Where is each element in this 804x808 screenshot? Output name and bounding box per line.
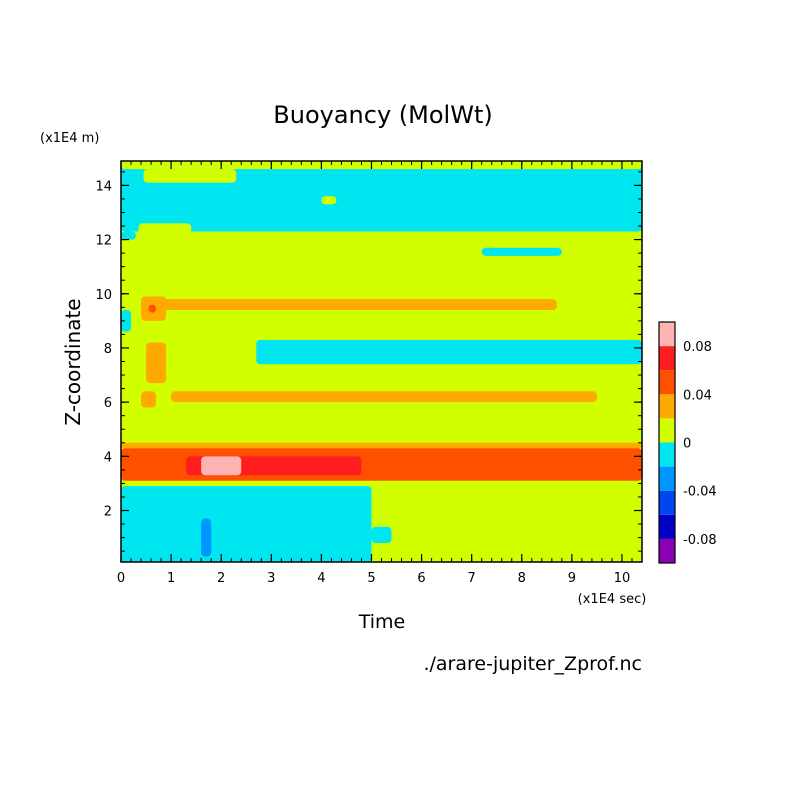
heatmap-band bbox=[481, 247, 562, 256]
heatmap-band bbox=[256, 339, 642, 365]
colorbar-swatch bbox=[659, 442, 675, 467]
x-tick-label: 1 bbox=[167, 571, 175, 586]
heatmap-band bbox=[201, 518, 212, 557]
x-tick-label: 9 bbox=[568, 571, 576, 586]
y-tick-label: 10 bbox=[95, 288, 112, 303]
colorbar-swatch bbox=[659, 490, 675, 515]
colorbar-swatch bbox=[659, 418, 675, 443]
y-tick-label: 14 bbox=[95, 179, 112, 194]
x-tick-label: 6 bbox=[417, 571, 425, 586]
x-axis-label: Time bbox=[358, 611, 406, 633]
colorbar-tick-label: 0.08 bbox=[683, 340, 712, 355]
heatmap-band bbox=[371, 526, 392, 544]
colorbar-swatch bbox=[659, 466, 675, 491]
y-tick-label: 12 bbox=[95, 234, 112, 249]
heatmap-band bbox=[201, 456, 242, 476]
heatmap-band bbox=[146, 342, 167, 384]
heatmap-band bbox=[151, 299, 557, 311]
x-axis: 0 1 2 3 4 5 6 7 8 9 10 bbox=[117, 161, 643, 586]
heatmap-band bbox=[121, 486, 372, 562]
heatmap-band bbox=[138, 223, 192, 240]
y-unit-label: (x1E4 m) bbox=[40, 131, 99, 146]
y-axis: 2 4 6 8 10 12 14 bbox=[95, 171, 642, 552]
colorbar-tick-label: -0.04 bbox=[683, 485, 717, 500]
colorbar-swatch bbox=[659, 322, 675, 347]
plot-area bbox=[120, 160, 643, 563]
y-tick-label: 6 bbox=[104, 396, 112, 411]
y-axis-label: Z-coordinate bbox=[61, 298, 85, 425]
colorbar: -0.08 -0.04 0 0.04 0.08 bbox=[658, 321, 717, 564]
heatmap-band bbox=[121, 161, 642, 232]
chart-title: Buoyancy (MolWt) bbox=[273, 101, 492, 129]
x-tick-label: 3 bbox=[267, 571, 275, 586]
x-tick-label: 4 bbox=[317, 571, 325, 586]
heatmap-band bbox=[121, 442, 642, 449]
colorbar-swatch bbox=[659, 370, 675, 395]
colorbar-swatch bbox=[659, 514, 675, 539]
y-tick-label: 8 bbox=[104, 342, 112, 357]
x-tick-label: 10 bbox=[614, 571, 631, 586]
heatmap-band bbox=[321, 196, 337, 205]
heatmap-band bbox=[171, 391, 597, 403]
source-file-label: ./arare-jupiter_Zprof.nc bbox=[423, 653, 642, 675]
y-tick-label: 4 bbox=[104, 450, 112, 465]
colorbar-swatch bbox=[659, 346, 675, 371]
x-tick-label: 2 bbox=[217, 571, 225, 586]
y-tick-label: 2 bbox=[104, 505, 112, 520]
heatmap-band bbox=[121, 231, 137, 240]
x-unit-label: (x1E4 sec) bbox=[578, 592, 647, 607]
colorbar-swatch bbox=[659, 394, 675, 419]
heatmap-band bbox=[148, 304, 157, 313]
x-tick-label: 5 bbox=[367, 571, 375, 586]
heatmap-band bbox=[161, 459, 187, 473]
x-tick-label: 7 bbox=[468, 571, 476, 586]
x-tick-label: 0 bbox=[117, 571, 125, 586]
heatmap-band bbox=[121, 310, 132, 332]
heatmap-band bbox=[141, 391, 157, 408]
colorbar-tick-label: 0 bbox=[683, 437, 691, 452]
heatmap-band bbox=[143, 169, 237, 183]
colorbar-frame bbox=[658, 321, 676, 564]
colorbar-tick-label: -0.08 bbox=[683, 533, 717, 548]
x-tick-label: 8 bbox=[518, 571, 526, 586]
colorbar-swatch bbox=[659, 538, 675, 563]
colorbar-tick-label: 0.04 bbox=[683, 388, 712, 403]
